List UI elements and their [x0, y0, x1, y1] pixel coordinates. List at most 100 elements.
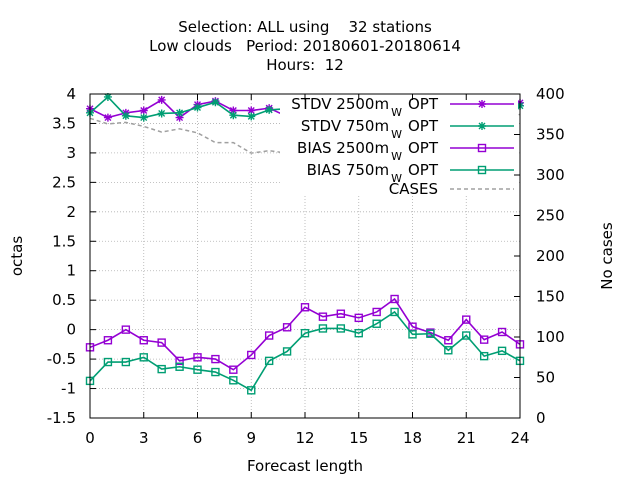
y2-tick-label: 400 — [536, 85, 565, 103]
legend-swatch-marker — [477, 165, 487, 175]
data-point-bias-2500m — [175, 356, 184, 366]
data-point-stdv-2500m — [103, 113, 112, 122]
data-point-bias-750m — [139, 353, 148, 362]
y-tick-label: 3.5 — [52, 114, 76, 132]
y2-tick-label: 250 — [536, 207, 565, 225]
data-point-bias-750m — [175, 362, 184, 371]
y2-tick-label: 350 — [536, 126, 565, 144]
x-tick-label: 9 — [246, 429, 256, 447]
series-line-bias-750m — [89, 310, 521, 392]
y-tick-label: 2.5 — [52, 173, 76, 191]
data-point-bias-2500m — [372, 307, 381, 317]
x-tick-label: 0 — [85, 429, 95, 447]
series-lines — [85, 92, 525, 395]
y2-axis-ticks: 0 50 100 150 200 250 300 350 400 — [514, 85, 565, 427]
y-axis-label: octas — [8, 236, 26, 276]
data-point-bias-2500m — [318, 312, 328, 321]
data-point-bias-2500m — [157, 338, 166, 347]
data-point-bias-750m — [426, 329, 435, 338]
data-point-stdv-750m — [211, 98, 220, 107]
data-point-bias-750m — [229, 376, 238, 385]
y2-tick-label: 50 — [536, 369, 555, 387]
chart-title-line: Low clouds Period: 20180601-20180614 — [149, 37, 461, 55]
x-axis-label: Forecast length — [247, 457, 363, 475]
y-tick-label: 1 — [66, 262, 76, 280]
data-point-bias-750m — [247, 386, 256, 395]
y-tick-label: -1 — [61, 380, 76, 398]
data-point-bias-2500m — [336, 309, 346, 318]
data-point-bias-2500m — [211, 354, 220, 364]
y-axis-ticks: -1.5 -1 -0.5 0 0.5 1 1.5 2 2.5 3 3.5 4 — [47, 85, 96, 427]
data-point-stdv-2500m — [247, 106, 256, 115]
data-point-bias-750m — [497, 346, 507, 356]
data-point-bias-750m — [408, 330, 417, 339]
y-tick-label: 2 — [66, 203, 76, 221]
x-tick-label: 21 — [457, 429, 476, 447]
data-point-bias-750m — [282, 347, 292, 356]
data-point-stdv-750m — [121, 111, 130, 120]
data-point-stdv-750m — [229, 111, 238, 120]
data-point-bias-750m — [336, 324, 346, 333]
data-point-bias-750m — [444, 346, 453, 355]
y-tick-label: 0 — [66, 321, 76, 339]
legend-swatch-marker — [478, 122, 486, 130]
legend-label: STDV 750m W OPT — [301, 117, 439, 141]
legend-entry-bias-750m: BIAS 750m W OPT — [307, 161, 514, 185]
data-point-bias-2500m — [497, 327, 507, 337]
y-tick-label: 0.5 — [52, 291, 76, 309]
x-tick-label: 3 — [139, 429, 149, 447]
data-point-bias-2500m — [103, 336, 113, 345]
data-point-bias-750m — [193, 365, 202, 374]
data-point-stdv-2500m — [139, 106, 148, 115]
legend-swatch-marker — [477, 143, 487, 153]
chart-title-line: Hours: 12 — [266, 56, 344, 74]
data-point-bias-2500m — [282, 323, 292, 332]
data-point-bias-2500m — [229, 365, 238, 374]
data-point-bias-750m — [479, 351, 489, 361]
data-point-stdv-2500m — [175, 113, 184, 122]
y2-tick-label: 0 — [536, 409, 546, 427]
x-tick-label: 18 — [403, 429, 422, 447]
data-point-bias-2500m — [390, 294, 399, 304]
data-point-stdv-750m — [247, 112, 256, 121]
x-tick-label: 15 — [349, 429, 368, 447]
y2-axis-label: No cases — [598, 222, 616, 290]
data-point-stdv-2500m — [157, 95, 166, 104]
series-bias-750m — [85, 307, 525, 395]
data-point-bias-750m — [121, 357, 131, 367]
data-point-bias-2500m — [479, 335, 489, 344]
data-point-bias-750m — [372, 319, 381, 328]
x-tick-label: 24 — [510, 429, 529, 447]
data-point-bias-750m — [264, 356, 274, 366]
x-axis-ticks: 0 3 6 9 12 15 18 21 24 — [85, 94, 530, 447]
data-point-bias-2500m — [354, 313, 363, 323]
legend-entry-cases: CASES — [389, 180, 514, 198]
legend-label: STDV 2500m W OPT — [291, 95, 439, 119]
data-point-bias-750m — [103, 357, 113, 367]
data-point-bias-2500m — [300, 303, 310, 312]
data-point-bias-750m — [390, 307, 399, 317]
legend-entry-stdv-2500m: STDV 2500m W OPT — [291, 95, 514, 119]
data-point-bias-750m — [157, 364, 166, 374]
legend-entry-bias-2500m: BIAS 2500m W OPT — [297, 139, 514, 163]
data-point-stdv-750m — [265, 105, 274, 114]
legend-swatch-marker — [478, 100, 486, 108]
y-tick-label: -0.5 — [47, 350, 76, 368]
data-point-bias-750m — [318, 324, 328, 333]
data-point-stdv-750m — [103, 92, 112, 101]
legend-entry-stdv-750m: STDV 750m W OPT — [301, 117, 514, 141]
data-point-stdv-750m — [139, 113, 148, 122]
x-tick-label: 12 — [295, 429, 314, 447]
data-point-bias-2500m — [139, 336, 148, 345]
data-point-stdv-750m — [157, 109, 166, 118]
data-point-bias-750m — [300, 328, 310, 338]
legend-label: CASES — [389, 180, 438, 198]
data-point-bias-2500m — [264, 331, 274, 340]
data-point-bias-750m — [462, 331, 471, 340]
series-line-bias-2500m — [89, 297, 521, 371]
x-tick-label: 6 — [193, 429, 203, 447]
chart-title-line: Selection: ALL using 32 stations — [178, 18, 432, 36]
data-point-bias-2500m — [462, 315, 471, 324]
data-point-bias-750m — [211, 367, 220, 377]
